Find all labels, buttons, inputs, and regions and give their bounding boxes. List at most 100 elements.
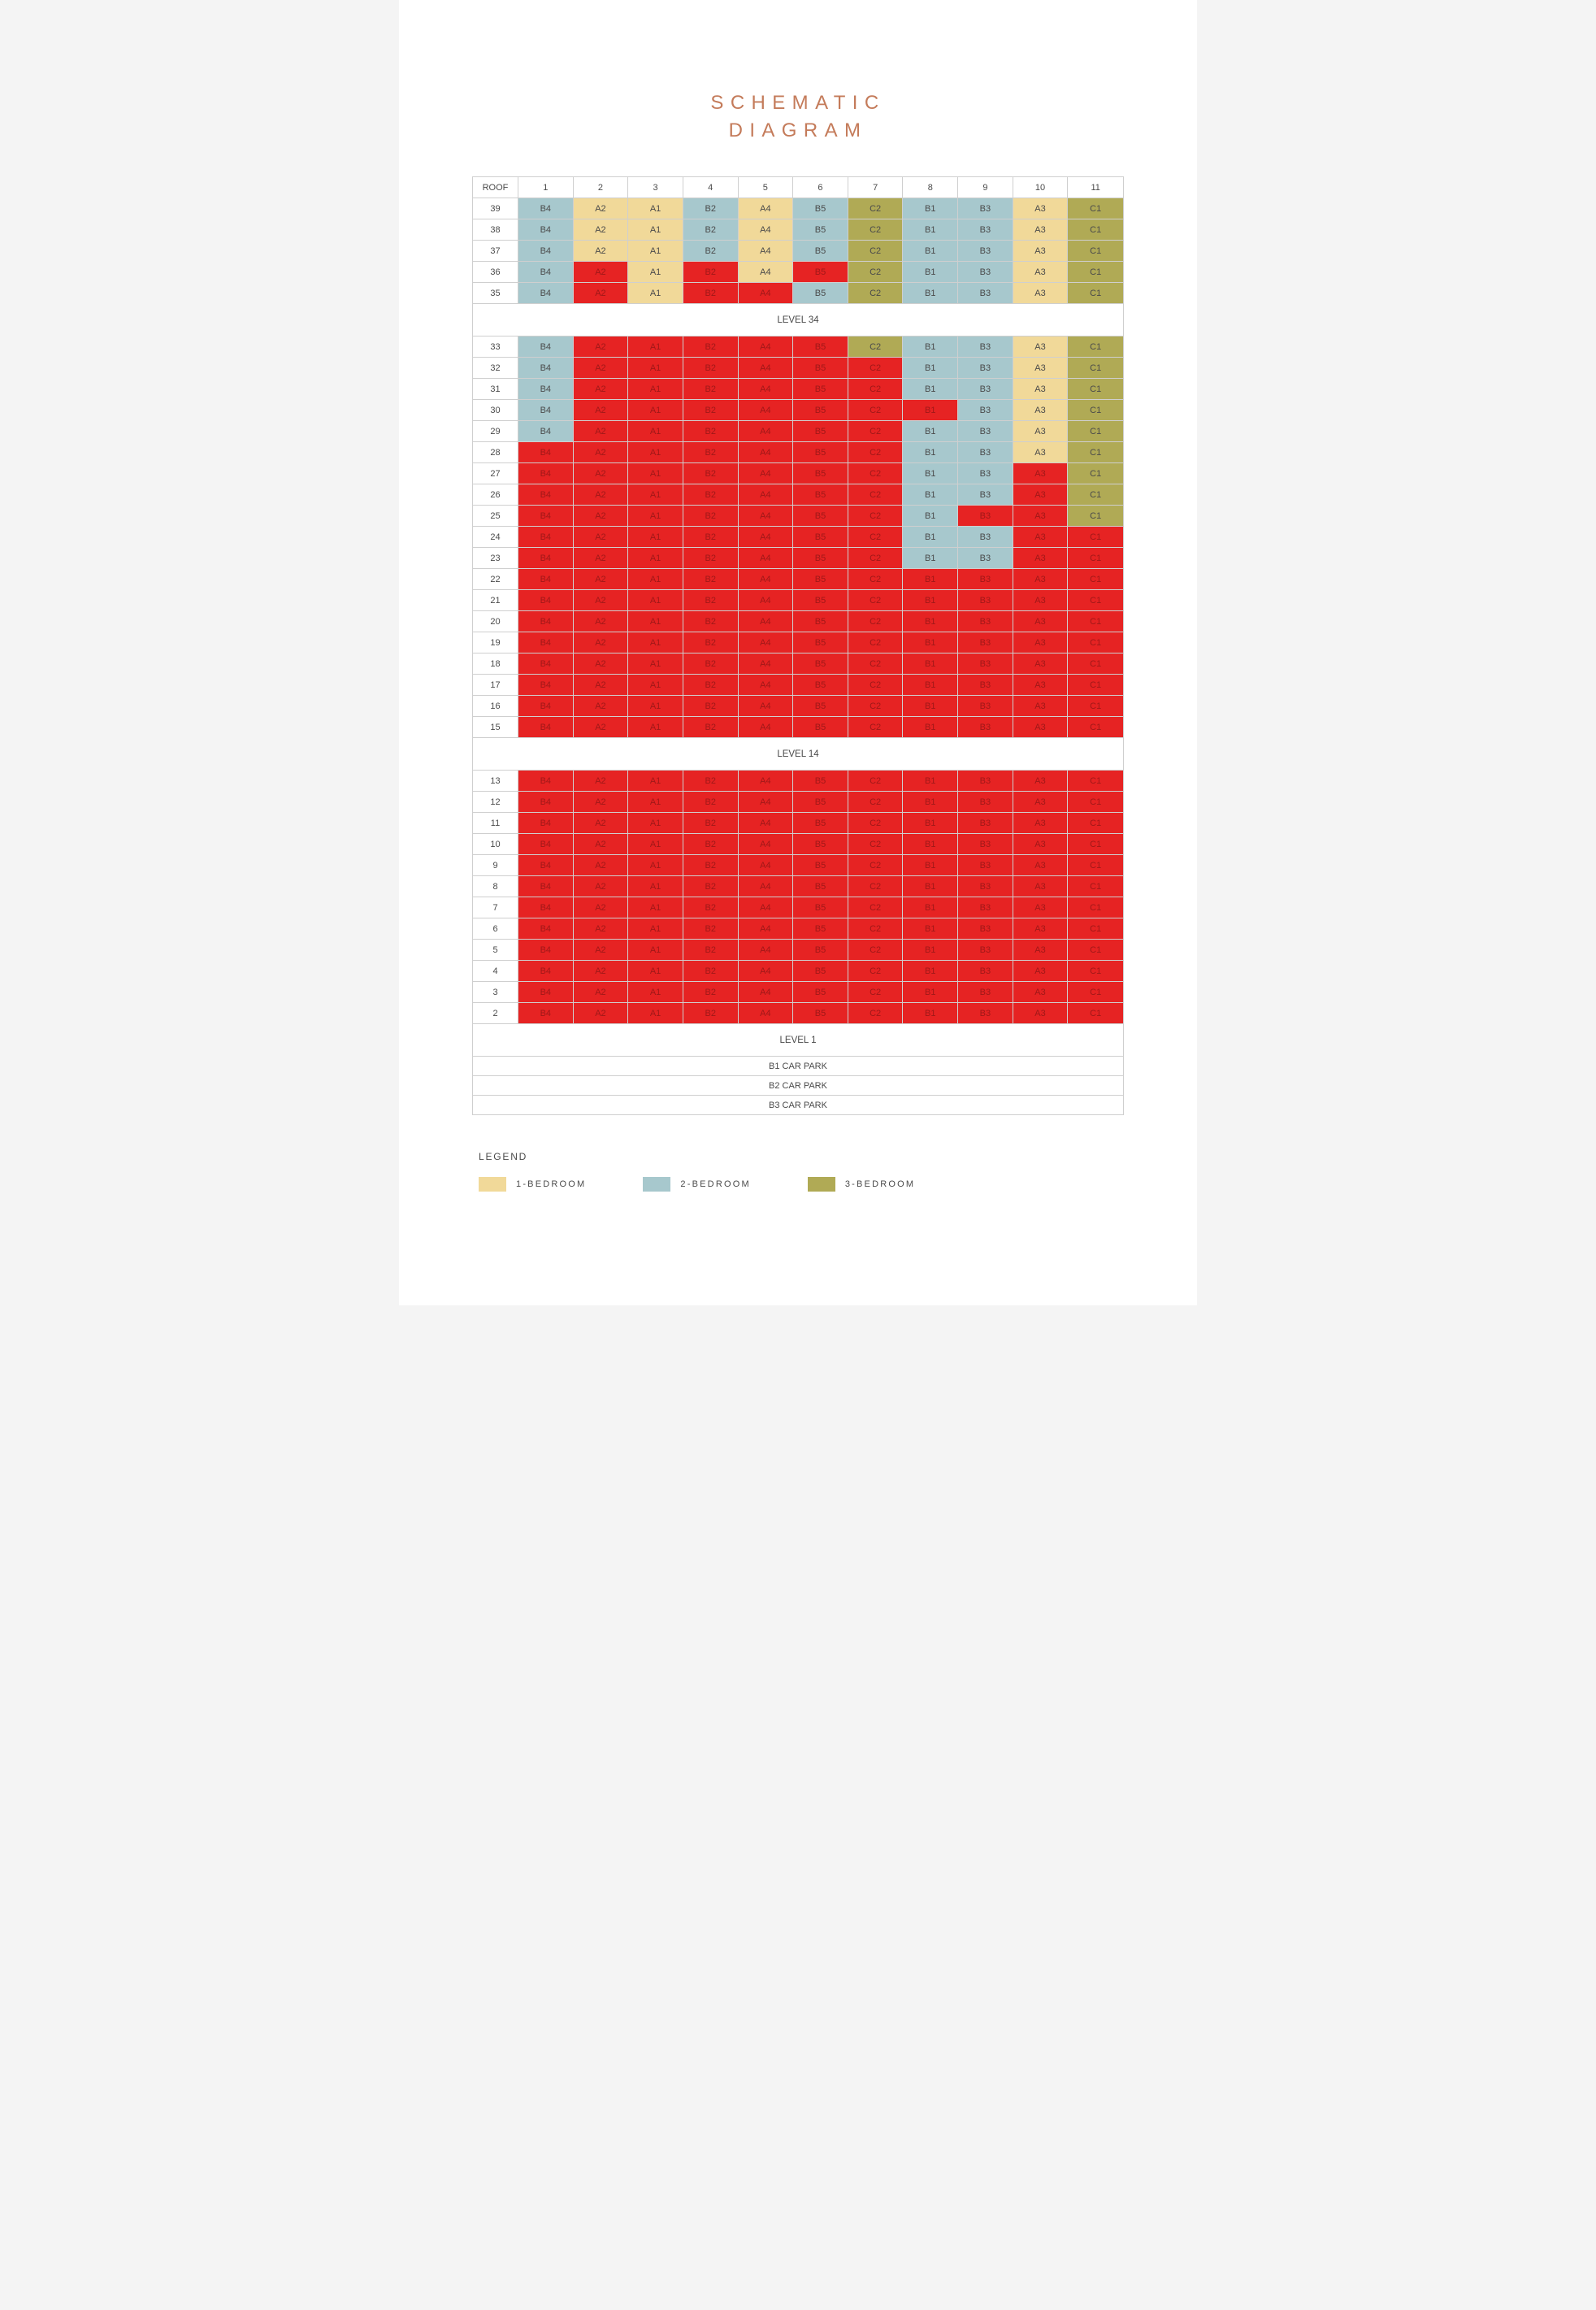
unit-cell: B1 [903,611,958,632]
unit-cell: B3 [958,484,1013,506]
unit-cell: B1 [903,982,958,1003]
title-line-2: DIAGRAM [729,119,868,141]
unit-cell: A4 [739,771,794,792]
unit-cell: B1 [903,675,958,696]
unit-cell: B3 [958,813,1013,834]
unit-cell: B3 [958,219,1013,241]
unit-cell: C1 [1068,198,1123,219]
level-row: 31B4A2A1B2A4B5C2B1B3A3C1 [473,379,1123,400]
unit-cell: B4 [518,241,574,262]
unit-cell: B4 [518,855,574,876]
unit-cell: B2 [683,855,739,876]
unit-cell: B1 [903,940,958,961]
unit-cell: A1 [628,569,683,590]
unit-cell: B4 [518,675,574,696]
header-row: ROOF1234567891011 [473,177,1123,198]
title-line-1: SCHEMATIC [710,92,885,114]
unit-cell: B3 [958,653,1013,675]
unit-cell: C1 [1068,897,1123,918]
unit-cell: C2 [848,653,904,675]
unit-cell: B1 [903,548,958,569]
unit-cell: C2 [848,548,904,569]
header-roof: ROOF [473,177,518,198]
unit-cell: B3 [958,918,1013,940]
level-row: 4B4A2A1B2A4B5C2B1B3A3C1 [473,961,1123,982]
unit-cell: A4 [739,611,794,632]
unit-cell: A4 [739,400,794,421]
unit-cell: B3 [958,590,1013,611]
header-col: 6 [793,177,848,198]
unit-cell: B1 [903,527,958,548]
level-label: 38 [473,219,518,241]
level-label: 37 [473,241,518,262]
unit-cell: B2 [683,982,739,1003]
unit-cell: C2 [848,400,904,421]
unit-cell: B4 [518,262,574,283]
unit-cell: B5 [793,421,848,442]
unit-cell: C1 [1068,1003,1123,1024]
unit-cell: B4 [518,484,574,506]
unit-cell: A2 [574,771,629,792]
unit-cell: B4 [518,421,574,442]
level-row: 13B4A2A1B2A4B5C2B1B3A3C1 [473,771,1123,792]
header-col: 5 [739,177,794,198]
unit-cell: A1 [628,400,683,421]
unit-cell: A2 [574,876,629,897]
unit-cell: B2 [683,506,739,527]
unit-cell: B4 [518,198,574,219]
unit-cell: A4 [739,792,794,813]
unit-cell: C2 [848,262,904,283]
level-row: 30B4A2A1B2A4B5C2B1B3A3C1 [473,400,1123,421]
level-label: 28 [473,442,518,463]
unit-cell: A4 [739,876,794,897]
unit-cell: C1 [1068,717,1123,738]
level-row: 20B4A2A1B2A4B5C2B1B3A3C1 [473,611,1123,632]
unit-cell: B3 [958,792,1013,813]
unit-cell: B1 [903,792,958,813]
unit-cell: A4 [739,198,794,219]
unit-cell: C1 [1068,771,1123,792]
unit-cell: B4 [518,792,574,813]
level-row: 25B4A2A1B2A4B5C2B1B3A3C1 [473,506,1123,527]
schematic-page: SCHEMATIC DIAGRAM ROOF123456789101139B4A… [399,0,1197,1305]
unit-cell: B2 [683,653,739,675]
unit-cell: A4 [739,219,794,241]
legend-item: 1-BEDROOM [479,1177,586,1192]
unit-cell: B2 [683,463,739,484]
unit-cell: A4 [739,1003,794,1024]
level-row: 16B4A2A1B2A4B5C2B1B3A3C1 [473,696,1123,717]
unit-cell: A3 [1013,717,1069,738]
unit-cell: B2 [683,792,739,813]
level-row: 24B4A2A1B2A4B5C2B1B3A3C1 [473,527,1123,548]
unit-cell: B3 [958,696,1013,717]
level-row: 12B4A2A1B2A4B5C2B1B3A3C1 [473,792,1123,813]
unit-cell: B4 [518,813,574,834]
unit-cell: A2 [574,262,629,283]
unit-cell: A3 [1013,982,1069,1003]
unit-cell: B4 [518,358,574,379]
unit-cell: B3 [958,337,1013,358]
unit-cell: B4 [518,506,574,527]
unit-cell: B5 [793,940,848,961]
unit-cell: B4 [518,283,574,304]
unit-cell: C1 [1068,961,1123,982]
unit-cell: A4 [739,897,794,918]
unit-cell: A4 [739,463,794,484]
unit-cell: A3 [1013,358,1069,379]
unit-cell: B4 [518,527,574,548]
unit-cell: B1 [903,696,958,717]
unit-cell: B1 [903,590,958,611]
unit-cell: A1 [628,771,683,792]
unit-cell: B3 [958,241,1013,262]
unit-cell: A2 [574,897,629,918]
unit-cell: A1 [628,855,683,876]
unit-cell: A2 [574,337,629,358]
level-row: 7B4A2A1B2A4B5C2B1B3A3C1 [473,897,1123,918]
unit-cell: A1 [628,548,683,569]
unit-cell: A2 [574,358,629,379]
carpark-row: B1 CAR PARK [473,1057,1123,1076]
unit-cell: A3 [1013,590,1069,611]
level-label: 25 [473,506,518,527]
unit-cell: B5 [793,358,848,379]
unit-cell: B5 [793,484,848,506]
